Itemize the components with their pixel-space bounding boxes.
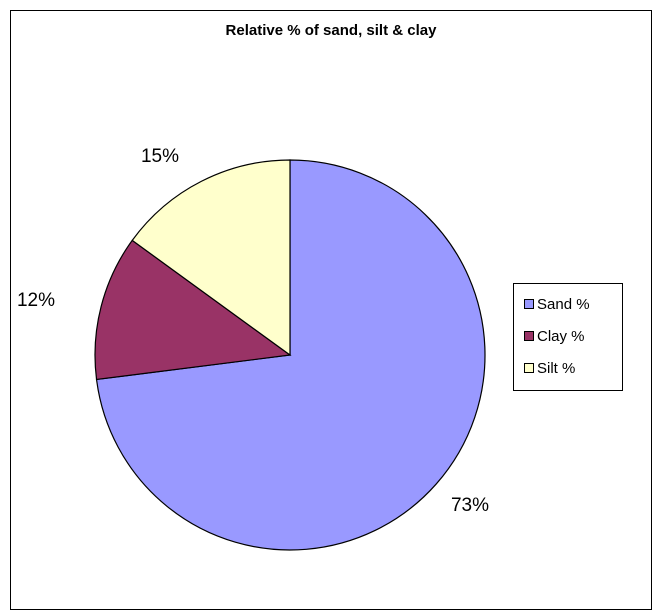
pie-chart: 73% 12% 15%: [17, 146, 489, 551]
data-label-sand: 73%: [451, 495, 489, 516]
pie-slice-clay: [94, 239, 292, 381]
chart-title: Relative % of sand, silt & clay: [225, 22, 437, 39]
legend-swatch-clay: [524, 331, 534, 341]
data-label-clay: 12%: [17, 290, 55, 311]
legend-swatch-silt: [524, 363, 534, 373]
pie-slice-silt: [131, 159, 291, 357]
data-label-silt: 15%: [141, 146, 179, 167]
legend-entry-sand: Sand %: [524, 294, 590, 314]
legend-swatch-sand: [524, 299, 534, 309]
legend: Sand % Clay % Silt %: [513, 283, 623, 391]
legend-label-sand: Sand %: [537, 295, 590, 313]
legend-label-silt: Silt %: [537, 359, 576, 377]
legend-entry-clay: Clay %: [524, 326, 585, 346]
legend-entry-silt: Silt %: [524, 358, 575, 378]
legend-label-clay: Clay %: [537, 327, 585, 345]
